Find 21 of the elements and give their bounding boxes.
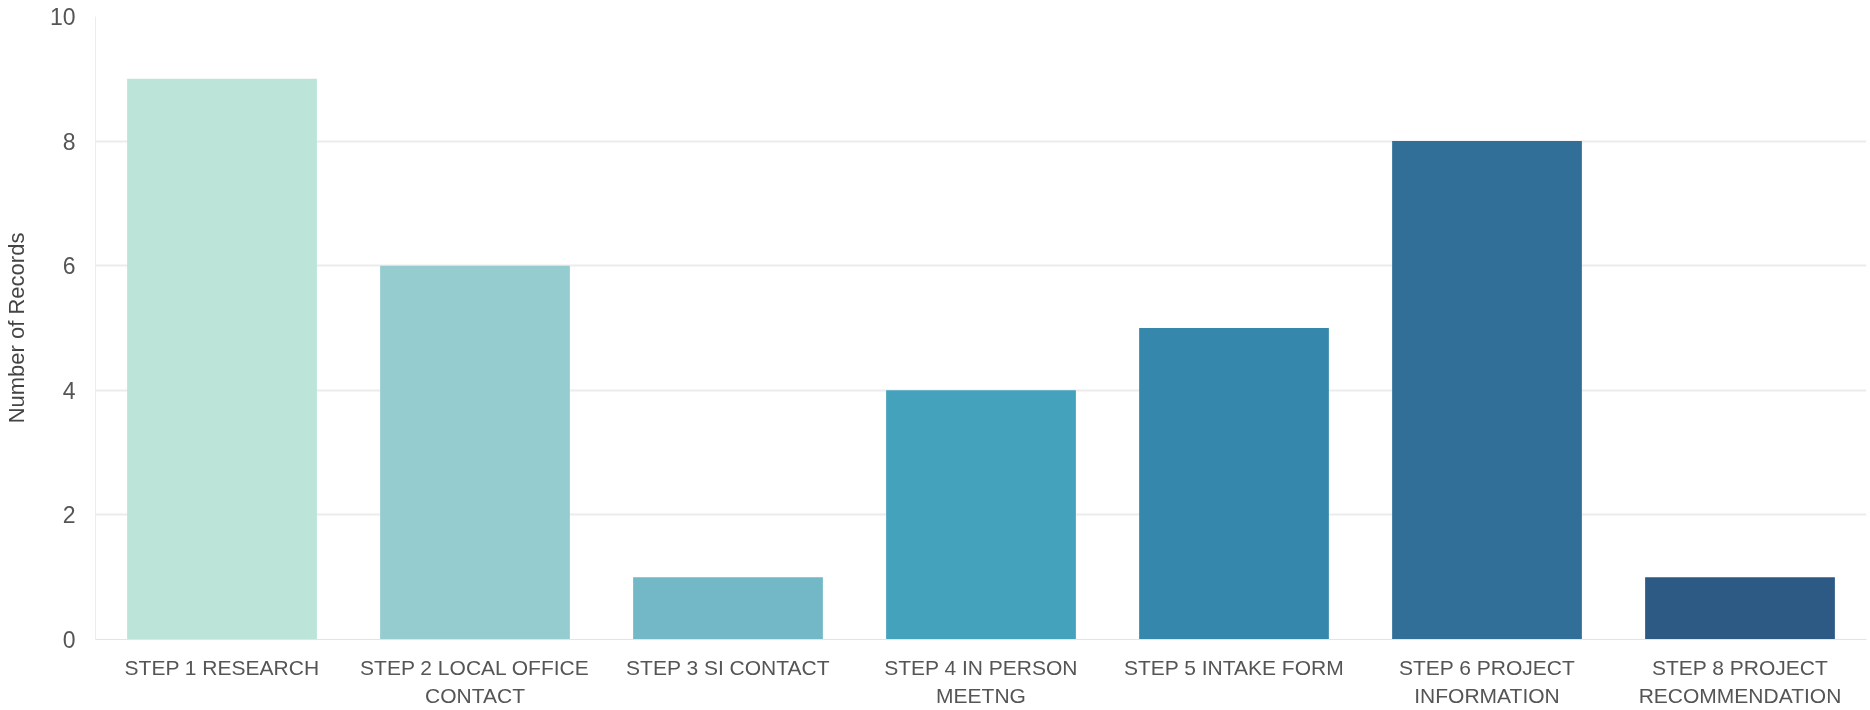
bar <box>380 265 570 640</box>
x-tick-label: STEP 3 SI CONTACT <box>626 655 830 679</box>
bar <box>886 390 1076 640</box>
bar <box>1392 141 1582 640</box>
y-axis-title: Number of Records <box>3 232 29 424</box>
x-tick-label: STEP 2 LOCAL OFFICE CONTACT <box>360 655 589 708</box>
x-tick-label: STEP 1 RESEARCH <box>124 655 320 679</box>
y-tick-label: 2 <box>62 502 76 529</box>
x-tick-label: STEP 8 PROJECT RECOMMENDATION <box>1638 655 1842 708</box>
x-tick-label: STEP 6 PROJECT INFORMATION <box>1398 655 1575 708</box>
y-tick-label: 10 <box>49 4 76 30</box>
y-tick-label: 0 <box>62 627 76 653</box>
y-tick-label: 4 <box>62 377 76 404</box>
x-tick-label: STEP 4 IN PERSON MEETNG <box>884 655 1078 708</box>
bar <box>1645 577 1835 640</box>
bar <box>633 577 823 640</box>
y-tick-label: 6 <box>62 253 76 280</box>
bar <box>1139 328 1329 640</box>
y-tick-label: 8 <box>62 128 76 155</box>
x-tick-label: STEP 5 INTAKE FORM <box>1123 655 1344 679</box>
bar <box>127 78 317 640</box>
